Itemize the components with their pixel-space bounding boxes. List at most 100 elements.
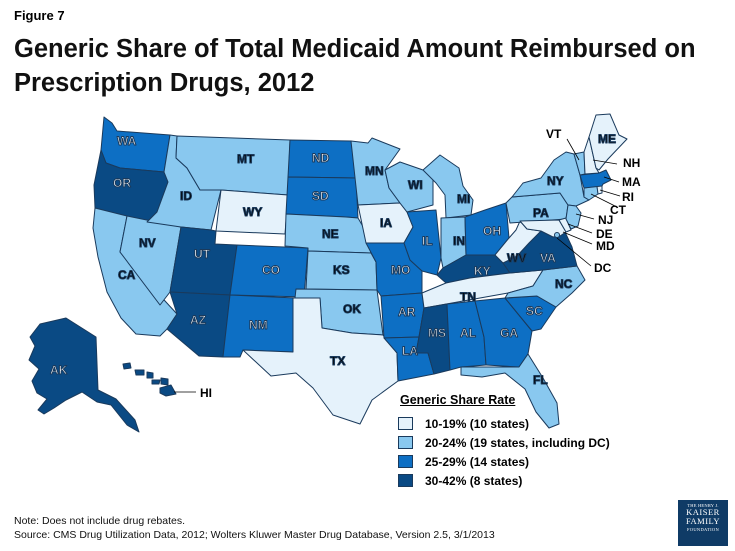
svg-text:AZ: AZ	[190, 313, 206, 327]
svg-text:IN: IN	[453, 234, 465, 248]
footnote: Note: Does not include drug rebates. Sou…	[14, 514, 495, 542]
svg-text:FL: FL	[533, 373, 548, 387]
callout-ct: CT	[610, 203, 627, 217]
svg-text:WV: WV	[507, 251, 526, 265]
state-wy[interactable]: WY	[215, 189, 289, 235]
state-ok[interactable]: OK	[294, 288, 384, 336]
svg-text:ID: ID	[180, 189, 192, 203]
state-nm[interactable]: NM	[222, 294, 297, 358]
svg-text:MI: MI	[457, 192, 470, 206]
svg-text:WY: WY	[243, 205, 262, 219]
state-me[interactable]: ME	[588, 113, 628, 171]
svg-text:AK: AK	[50, 363, 68, 377]
state-nd[interactable]: ND	[287, 139, 357, 179]
state-sc[interactable]: SC	[504, 295, 557, 332]
state-va[interactable]: VA	[502, 230, 578, 274]
logo-line: KAISER	[686, 507, 720, 517]
svg-text:NC: NC	[555, 277, 573, 291]
legend-label: 20-24% (19 states, including DC)	[425, 435, 610, 450]
callout-ma: MA	[622, 175, 641, 189]
callout-nj: NJ	[598, 213, 613, 227]
svg-text:KY: KY	[474, 264, 491, 278]
svg-text:KS: KS	[333, 263, 350, 277]
state-az[interactable]: AZ	[166, 291, 231, 358]
svg-text:OR: OR	[113, 176, 131, 190]
svg-text:PA: PA	[533, 206, 549, 220]
state-mi[interactable]: MI	[422, 154, 474, 219]
state-tx[interactable]: TX	[242, 297, 399, 425]
state-ny[interactable]: NY	[511, 151, 590, 207]
svg-text:IL: IL	[422, 234, 433, 248]
legend-label: 30-42% (8 states)	[425, 473, 523, 488]
legend-label: 25-29% (14 states)	[425, 454, 530, 469]
legend-label: 10-19% (10 states)	[425, 416, 530, 431]
callout-de: DE	[596, 227, 613, 241]
svg-text:MT: MT	[237, 152, 255, 166]
state-hi[interactable]	[122, 362, 177, 397]
svg-text:NY: NY	[547, 174, 564, 188]
callout-ri: RI	[622, 190, 634, 204]
svg-text:AL: AL	[460, 326, 476, 340]
svg-text:MS: MS	[428, 326, 446, 340]
svg-text:WA: WA	[117, 134, 137, 148]
source-text: Source: CMS Drug Utilization Data, 2012;…	[14, 529, 495, 541]
state-ne[interactable]: NE	[284, 213, 372, 254]
legend-swatch	[398, 417, 413, 430]
legend-swatch	[398, 436, 413, 449]
svg-text:IA: IA	[380, 216, 392, 230]
svg-text:MO: MO	[391, 263, 410, 277]
state-oh[interactable]: OH	[464, 202, 510, 256]
state-ar[interactable]: AR	[380, 292, 425, 339]
svg-text:NE: NE	[322, 227, 339, 241]
svg-text:TX: TX	[330, 354, 345, 368]
svg-text:NM: NM	[249, 318, 268, 332]
kff-logo: THE HENRY J. KAISER FAMILY FOUNDATION	[678, 500, 728, 546]
note-text: Note: Does not include drug rebates.	[14, 515, 186, 527]
svg-text:AR: AR	[398, 305, 416, 319]
state-ks[interactable]: KS	[305, 250, 378, 291]
svg-text:VA: VA	[540, 251, 556, 265]
state-wa[interactable]: WA	[100, 116, 171, 173]
legend-swatch	[398, 474, 413, 487]
svg-text:OH: OH	[483, 224, 501, 238]
state-fl[interactable]: FL	[460, 353, 560, 429]
state-nc[interactable]: NC	[504, 265, 586, 308]
svg-text:GA: GA	[500, 326, 518, 340]
callout-md: MD	[596, 239, 615, 253]
state-ms[interactable]: MS	[415, 303, 451, 375]
state-nv[interactable]: NV	[119, 215, 182, 306]
svg-text:MN: MN	[365, 164, 384, 178]
state-dc[interactable]	[554, 232, 560, 238]
state-la[interactable]: LA	[383, 336, 435, 382]
page-title: Generic Share of Total Medicaid Amount R…	[14, 35, 696, 97]
state-sd[interactable]: SD	[285, 176, 359, 219]
svg-text:WI: WI	[408, 178, 423, 192]
callout-vt: VT	[546, 127, 562, 141]
legend: Generic Share Rate 10-19% (10 states) 20…	[398, 393, 638, 490]
svg-text:TN: TN	[460, 290, 476, 304]
state-in[interactable]: IN	[440, 216, 467, 269]
legend-item: 30-42% (8 states)	[398, 471, 638, 490]
state-de[interactable]	[558, 217, 572, 233]
svg-text:LA: LA	[402, 344, 418, 358]
svg-text:CO: CO	[262, 263, 280, 277]
legend-item: 25-29% (14 states)	[398, 452, 638, 471]
svg-text:OK: OK	[343, 302, 361, 316]
svg-text:SC: SC	[526, 304, 543, 318]
state-ma[interactable]	[579, 169, 612, 189]
svg-text:NV: NV	[139, 236, 156, 250]
svg-text:UT: UT	[194, 247, 211, 261]
callout-nh: NH	[623, 156, 640, 170]
logo-line: THE HENRY J.	[687, 503, 719, 508]
state-ut[interactable]: UT	[169, 226, 238, 296]
legend-title: Generic Share Rate	[400, 393, 516, 407]
state-pa[interactable]: PA	[505, 192, 569, 224]
state-wi[interactable]: WI	[384, 161, 434, 213]
state-mn[interactable]: MN	[350, 137, 401, 206]
state-ak[interactable]: AK	[28, 317, 140, 433]
state-al[interactable]: AL	[446, 300, 487, 371]
state-mt[interactable]: MT	[175, 135, 291, 196]
state-il[interactable]: IL	[403, 209, 442, 276]
state-nj[interactable]	[565, 204, 582, 230]
